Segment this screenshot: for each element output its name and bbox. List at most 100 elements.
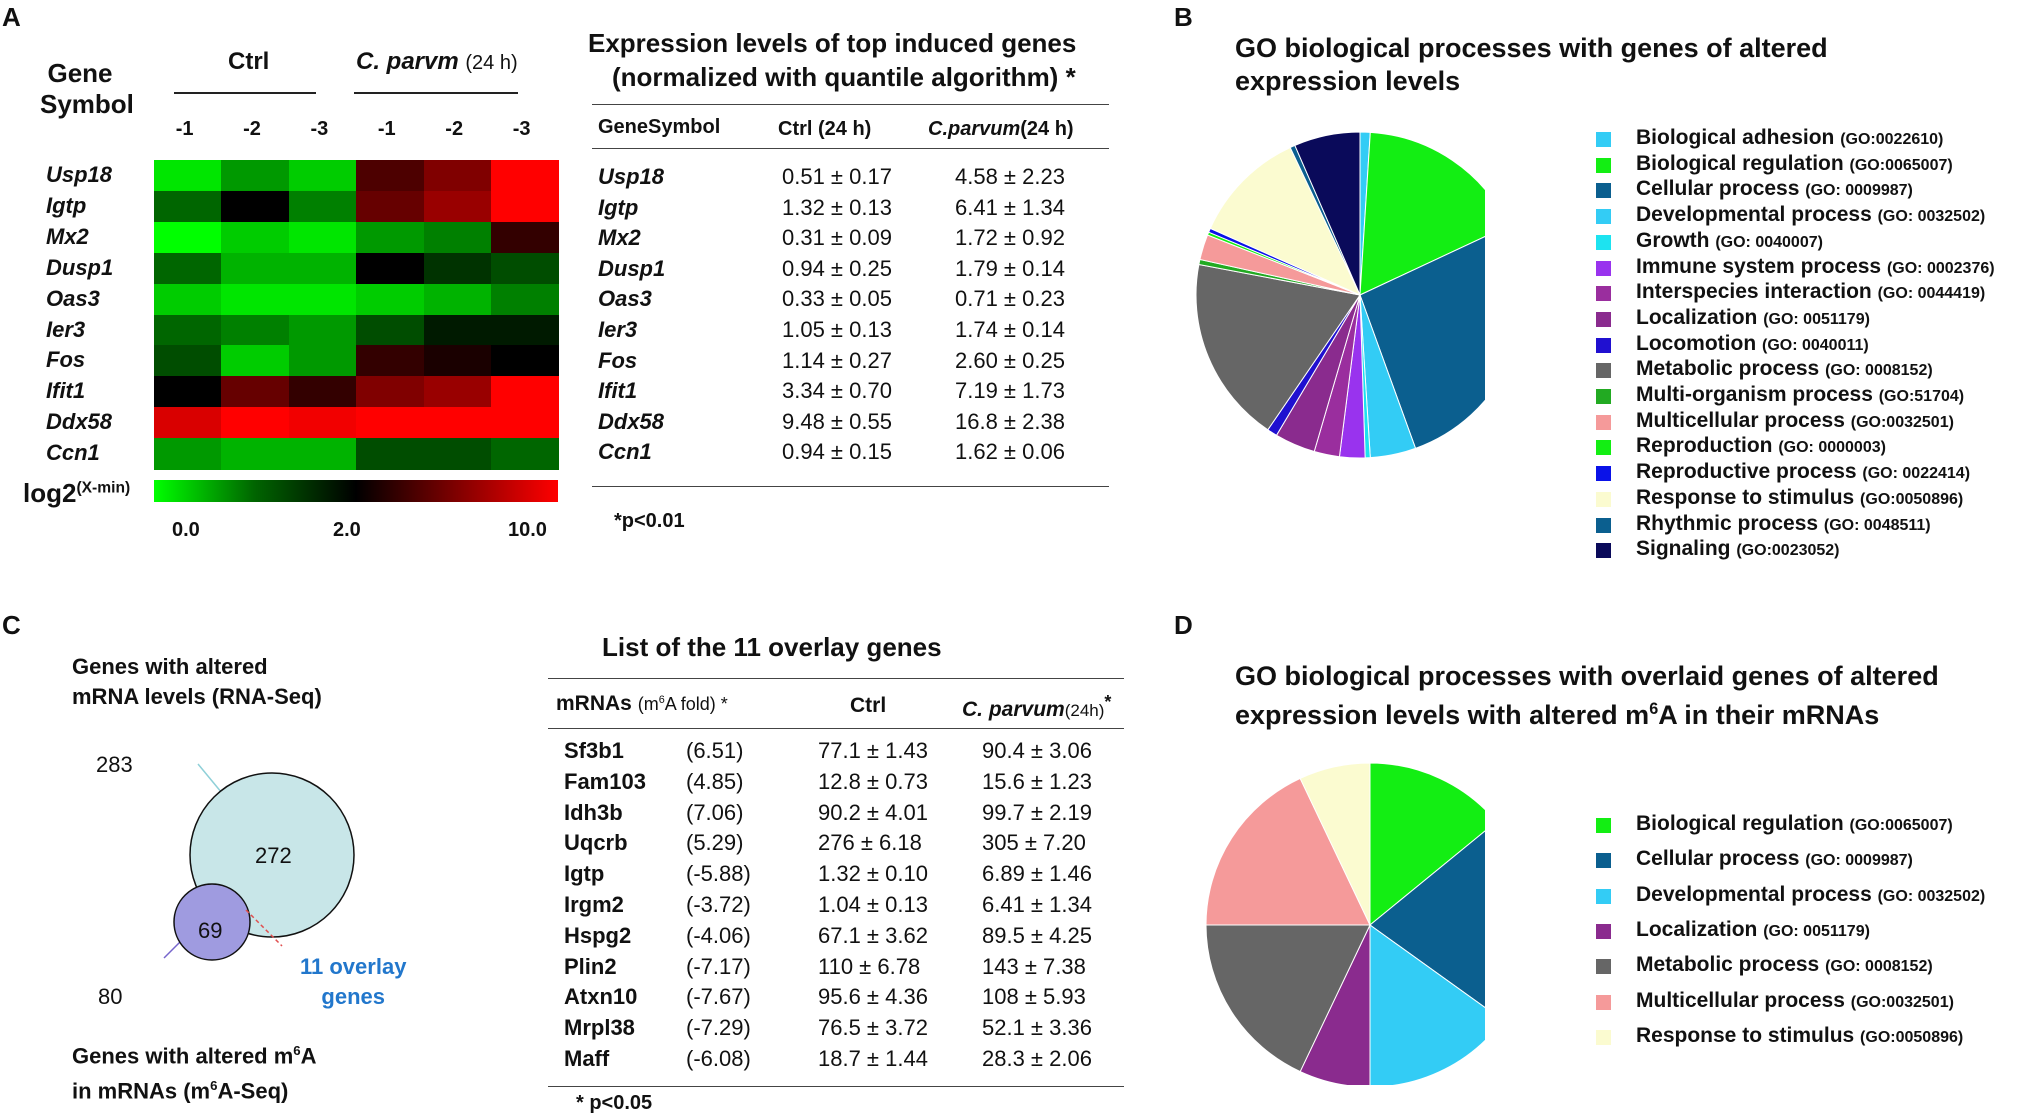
legend-swatch [1596, 888, 1611, 904]
panel-label-a: A [2, 2, 21, 32]
h-fold-b: A fold) * [664, 694, 728, 714]
heatmap-gene-label: Igtp [46, 192, 87, 218]
table-a-gene-cell: Ddx58 [598, 408, 665, 434]
heatmap-cell [356, 407, 425, 439]
table-c-gene-cell: Sf3b1 [564, 738, 624, 763]
scale-label-text: log2 [23, 478, 77, 508]
heatmap-cell [221, 407, 290, 439]
pie-slice [1359, 235, 1485, 450]
heatmap-gene-label: Oas3 [46, 285, 100, 311]
legend-entry: Metabolic process (GO: 0008152) [1636, 953, 1933, 977]
pie-b-title-line1: GO biological processes with genes of al… [1235, 33, 1828, 63]
heatmap-cell [154, 438, 222, 470]
heatmap-cell [288, 190, 357, 223]
table-c-ctrl-cell: 12.8 ± 0.73 [818, 768, 928, 794]
table-c-ctrl-cell: 77.1 ± 1.43 [818, 738, 928, 763]
table-c-cp-cell: 6.41 ± 1.34 [982, 892, 1092, 917]
table-c-cp-cell: 90.4 ± 3.06 [982, 738, 1092, 763]
heatmap-cell [154, 252, 222, 285]
heatmap-cell [491, 221, 559, 254]
legend-label: Biological adhesion [1636, 126, 1841, 149]
table-a-gene-cell: Fos [598, 347, 638, 373]
pie-d-title-line1: GO biological processes with overlaid ge… [1235, 661, 1939, 691]
pie-b-title: GO biological processes with genes of al… [1235, 32, 1828, 98]
table-c-fold-cell: (-7.67) [686, 984, 751, 1010]
legend-swatch [1596, 491, 1611, 507]
table-a-ctrl-cell: 0.94 ± 0.25 [782, 255, 892, 281]
legend-label: Multicellular process [1636, 408, 1851, 432]
legend-swatch [1596, 389, 1611, 404]
pie-slice [1299, 762, 1371, 926]
table-c-cp-cell: 99.7 ± 2.19 [982, 799, 1092, 825]
pie-slice [1359, 131, 1485, 296]
heatmap-cell [288, 283, 357, 316]
pie-slice [1209, 146, 1362, 297]
legend-go-id: (GO: 0008152) [1825, 958, 1933, 976]
legend-swatch [1596, 466, 1611, 482]
heatmap-cell [491, 438, 559, 470]
table-a-ctrl-cell: 1.14 ± 0.27 [782, 347, 892, 373]
table-c-ctrl-cell: 95.6 ± 4.36 [818, 984, 928, 1010]
table-c-gene-cell: Igtp [564, 861, 605, 887]
heatmap-cell [356, 252, 425, 285]
table-c-fold-cell: (-6.08) [686, 1046, 751, 1071]
legend-entry: Reproductive process (GO: 0022414) [1636, 460, 1970, 484]
venn-m6a-label: Genes with altered m6A in mRNAs (m6A-Seq… [72, 1036, 317, 1107]
heatmap-cell [491, 283, 559, 316]
table-c-cp-cell: 143 ± 7.38 [982, 953, 1086, 979]
table-c-gene-cell: Hspg2 [564, 922, 632, 948]
heatmap-cell [221, 314, 290, 346]
gene-symbol-header-line1: Gene [47, 58, 113, 88]
venn-rna-label: Genes with altered mRNA levels (RNA-Seq) [72, 652, 322, 712]
heatmap-cell [154, 376, 222, 408]
table-c-ctrl-cell: 18.7 ± 1.44 [818, 1046, 928, 1071]
venn-overlay-label: 11 overlay genes [300, 952, 406, 1012]
legend-entry: Locomotion (GO: 0040011) [1636, 332, 1869, 356]
legend-label: Reproductive process [1636, 460, 1863, 484]
table-c-fold-cell: (5.29) [686, 830, 744, 856]
heatmap-cell [356, 190, 425, 223]
legend-go-id: (GO:0050896) [1860, 1028, 1964, 1046]
legend-go-id: (GO: 0009987) [1805, 852, 1913, 870]
table-a-title-1: Expression levels of top induced genes [588, 28, 1077, 58]
heatmap-gene-label: Ccn1 [46, 440, 100, 466]
heatmap-cell [154, 221, 222, 254]
legend-swatch [1596, 209, 1611, 225]
legend-go-id: (GO: 0008152) [1825, 362, 1933, 380]
heatmap-cell [491, 252, 559, 285]
table-a-title-2: (normalized with quantile algorithm) * [612, 62, 1076, 92]
heatmap-cell [288, 160, 357, 192]
table-a-rule-mid [592, 148, 1109, 149]
pie-slice [1205, 777, 1371, 926]
legend-label: Response to stimulus [1636, 485, 1861, 509]
heatmap-cell [491, 190, 559, 223]
heatmap-cell [221, 438, 290, 470]
heatmap-gene-label: Ier3 [46, 316, 86, 342]
table-a-rule-bottom [592, 486, 1109, 487]
venn-m6a-label-2sup: 6 [210, 1078, 218, 1094]
table-c-ctrl-cell: 90.2 ± 4.01 [818, 799, 928, 825]
pie-d-title-line2: expression levels with altered m6A in th… [1235, 693, 1939, 732]
legend-label: Cellular process [1636, 177, 1806, 201]
table-a-header-cp-time: (24 h) [1020, 118, 1074, 140]
pie-chart-b [1195, 131, 1485, 459]
venn-overlay-label-2: genes [321, 984, 386, 1009]
heatmap-cell [423, 283, 492, 316]
table-a-gene-cell: Ccn1 [598, 439, 652, 465]
table-c-ctrl-cell: 110 ± 6.78 [818, 953, 921, 979]
venn-rna-only: 272 [255, 843, 292, 868]
table-a-ctrl-cell: 9.48 ± 0.55 [782, 408, 892, 434]
legend-go-id: (GO:51704) [1878, 388, 1965, 405]
table-a-header-ctrl: Ctrl (24 h) [778, 118, 872, 140]
legend-entry: Localization (GO: 0051179) [1636, 918, 1870, 942]
table-c-ctrl-cell: 276 ± 6.18 [818, 830, 922, 856]
heatmap-gene-label: Mx2 [46, 223, 89, 249]
heatmap-cell [423, 190, 492, 223]
table-c-title: List of the 11 overlay genes [602, 632, 942, 662]
scale-tick-0: 0.0 [172, 519, 200, 541]
legend-entry: Localization (GO: 0051179) [1636, 306, 1870, 330]
legend-go-id: (GO: 0022414) [1862, 465, 1971, 483]
venn-m6a-label-2a: in mRNAs (m [72, 1078, 211, 1104]
legend-label: Rhythmic process [1636, 511, 1824, 535]
venn-rna-total: 283 [96, 752, 133, 777]
